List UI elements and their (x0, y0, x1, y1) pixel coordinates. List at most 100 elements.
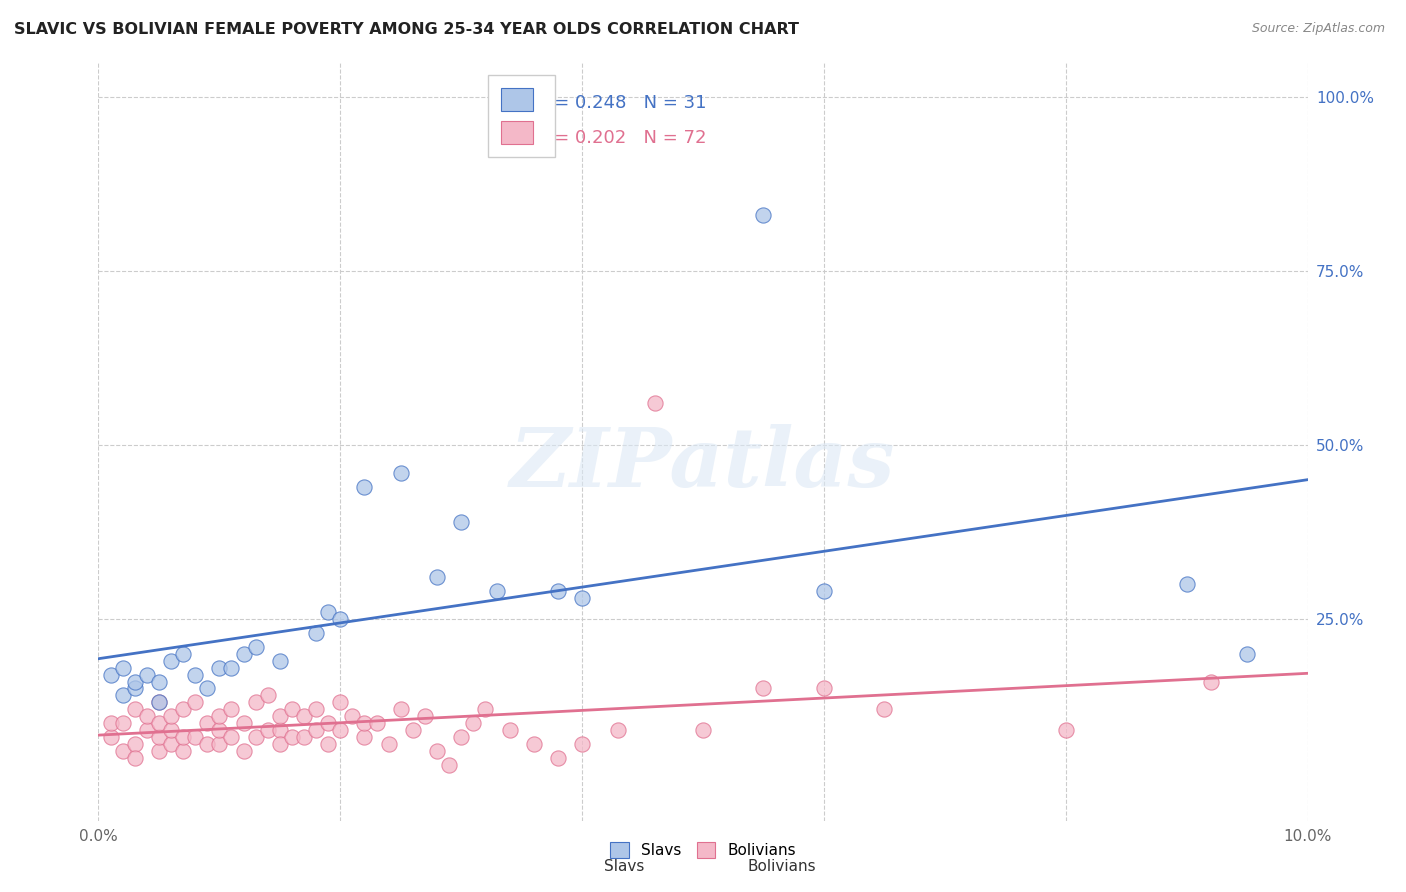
Point (245, 640, 267, 654)
Point (366, 716, 388, 731)
Point (245, 695, 267, 709)
Point (172, 702, 194, 716)
Text: R = 0.248   N = 31: R = 0.248 N = 31 (536, 94, 707, 112)
Point (269, 723, 291, 738)
Point (1236, 647, 1258, 661)
Point (813, 584, 835, 599)
Point (316, 737, 339, 751)
Point (547, 751, 569, 765)
Point (316, 716, 339, 731)
Point (353, 716, 375, 731)
Point (353, 730, 375, 744)
Point (111, 744, 134, 758)
Point (426, 744, 449, 758)
Point (148, 744, 170, 758)
Text: R = 0.202   N = 72: R = 0.202 N = 72 (536, 129, 707, 147)
Point (172, 647, 194, 661)
Point (389, 702, 412, 716)
Point (135, 723, 157, 738)
Point (195, 737, 218, 751)
Point (124, 737, 146, 751)
Point (305, 625, 328, 640)
Point (245, 730, 267, 744)
Point (148, 674, 170, 689)
Point (752, 209, 775, 223)
Point (316, 605, 339, 619)
Point (571, 737, 593, 751)
Point (184, 667, 207, 681)
Point (873, 702, 896, 716)
Point (269, 654, 291, 668)
Text: SLAVIC VS BOLIVIAN FEMALE POVERTY AMONG 25-34 YEAR OLDS CORRELATION CHART: SLAVIC VS BOLIVIAN FEMALE POVERTY AMONG … (14, 22, 799, 37)
Point (172, 730, 194, 744)
Point (571, 591, 593, 605)
Point (329, 612, 352, 626)
Point (402, 723, 425, 738)
Point (463, 716, 485, 731)
Point (221, 702, 243, 716)
Point (160, 654, 183, 668)
Point (292, 709, 315, 723)
Text: Slavs: Slavs (605, 859, 644, 873)
Point (498, 723, 520, 738)
Point (644, 396, 666, 410)
Point (148, 695, 170, 709)
Point (195, 716, 218, 731)
Point (232, 716, 254, 731)
Text: ZIPatlas: ZIPatlas (510, 425, 896, 504)
Point (426, 570, 449, 584)
Point (813, 681, 835, 696)
Point (486, 584, 509, 599)
Point (184, 730, 207, 744)
Point (208, 709, 231, 723)
Point (160, 723, 183, 738)
Point (124, 674, 146, 689)
Point (135, 667, 157, 681)
Point (256, 723, 278, 738)
Point (184, 695, 207, 709)
Point (221, 660, 243, 674)
Point (135, 709, 157, 723)
Point (329, 723, 352, 738)
Point (377, 737, 399, 751)
Legend: Slavs, Bolivians: Slavs, Bolivians (603, 835, 803, 866)
Point (450, 515, 472, 529)
Point (208, 723, 231, 738)
Point (389, 466, 412, 480)
Point (111, 660, 134, 674)
Point (124, 681, 146, 696)
Point (305, 723, 328, 738)
Point (607, 723, 630, 738)
Point (353, 480, 375, 494)
Point (692, 723, 714, 738)
Point (148, 730, 170, 744)
Point (752, 681, 775, 696)
Point (1054, 723, 1077, 738)
Point (413, 709, 436, 723)
Point (221, 730, 243, 744)
Point (256, 689, 278, 703)
Point (474, 702, 496, 716)
Point (111, 716, 134, 731)
Point (160, 737, 183, 751)
Point (1175, 577, 1198, 591)
Point (100, 667, 122, 681)
Point (195, 681, 218, 696)
Point (111, 689, 134, 703)
Point (124, 751, 146, 765)
Point (292, 730, 315, 744)
Point (100, 730, 122, 744)
Point (329, 695, 352, 709)
Point (232, 744, 254, 758)
Point (269, 737, 291, 751)
Point (1199, 674, 1222, 689)
Text: Bolivians: Bolivians (747, 859, 815, 873)
Point (305, 702, 328, 716)
Point (160, 709, 183, 723)
Point (269, 709, 291, 723)
Point (281, 702, 304, 716)
Point (208, 660, 231, 674)
Point (232, 647, 254, 661)
Point (437, 758, 460, 772)
Point (124, 702, 146, 716)
